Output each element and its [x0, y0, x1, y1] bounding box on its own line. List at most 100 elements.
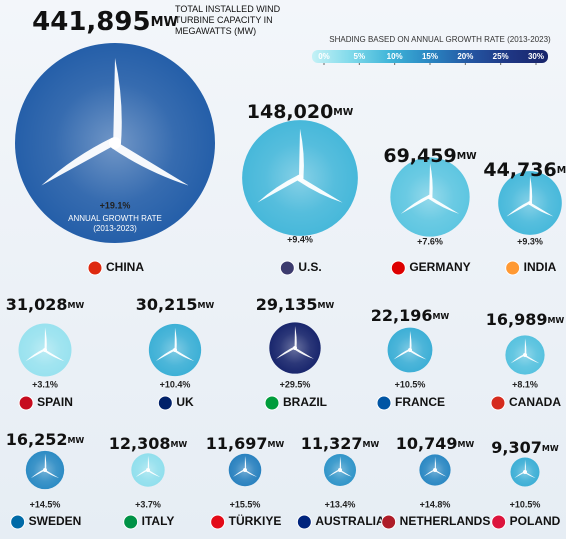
turbine-hub [173, 348, 177, 352]
turbine-hub [43, 468, 47, 472]
country-name: NETHERLANDS [400, 514, 491, 528]
turbine-hub [243, 468, 247, 472]
country-name: SPAIN [37, 395, 73, 409]
value-label: 10,749MW [396, 434, 475, 453]
country-name: AUSTRALIA [315, 514, 385, 528]
growth-label: +8.1% [512, 379, 538, 389]
flag [279, 260, 295, 276]
flag [87, 260, 103, 276]
turbine-blade [44, 327, 47, 350]
chart-title: TOTAL INSTALLED WIND TURBINE CAPACITY IN M… [175, 4, 281, 36]
value-unit: MW [67, 301, 84, 310]
turbine-blade [174, 327, 177, 350]
turbine-blade [409, 349, 427, 360]
value-unit: MW [557, 165, 566, 176]
turbine-blade [524, 338, 527, 355]
turbine-hub [433, 468, 437, 472]
value-unit: MW [547, 316, 564, 325]
colorbar [312, 50, 548, 63]
turbine-hub [408, 348, 412, 352]
value-label: 148,020MW [247, 101, 354, 123]
value-unit: MW [67, 436, 84, 445]
turbine-blade [428, 196, 460, 214]
value-unit: MW [542, 444, 559, 453]
value-number: 441,895 [32, 7, 150, 37]
turbine-blade [276, 346, 296, 359]
flag [390, 260, 406, 276]
value-unit: MW [267, 440, 284, 449]
turbine-hub [523, 470, 527, 474]
turbine-hub [296, 174, 304, 182]
turbine-blade [524, 354, 540, 364]
value-label: 11,697MW [206, 434, 285, 453]
turbine-blade [294, 326, 297, 348]
turbine-blade [524, 459, 526, 472]
turbine-blade [233, 469, 246, 477]
turbine-blade [514, 471, 526, 479]
turbine-blade [30, 469, 46, 479]
turbine-blade [113, 58, 122, 143]
country-name: TÜRKIYE [229, 513, 282, 528]
turbine-blade [155, 348, 176, 362]
flag [157, 395, 173, 411]
growth-label: +10.5% [510, 499, 541, 509]
value-unit: MW [362, 440, 379, 449]
turbine-hub [293, 346, 297, 350]
value-label: 22,196MW [371, 306, 450, 325]
country-name: INDIA [524, 260, 557, 274]
country-name: SWEDEN [29, 514, 82, 528]
turbine-blade [429, 163, 433, 197]
growth-label: +19.1% [100, 200, 131, 210]
value-label: 12,308MW [109, 434, 188, 453]
value-label: 31,028MW [6, 295, 85, 314]
turbine-blade [244, 469, 257, 477]
value-label: 30,215MW [136, 295, 215, 314]
flag [491, 514, 507, 530]
value-label: 44,736MW [483, 159, 566, 181]
value-label: 11,327MW [301, 434, 380, 453]
turbine-blade [529, 202, 554, 217]
turbine-blade [112, 141, 189, 186]
turbine-hub [523, 353, 527, 357]
value-unit: MW [432, 312, 449, 321]
growth-label: +14.8% [420, 499, 451, 509]
turbine-blade [510, 353, 526, 364]
value-number: 29,135 [256, 295, 318, 314]
value-number: 148,020 [247, 101, 334, 123]
growth-label: +15.5% [230, 499, 261, 509]
turbine-blade [41, 137, 116, 186]
turbine-blade [434, 456, 437, 470]
colorbar-tick-label: 20% [457, 52, 473, 61]
value-unit: MW [170, 440, 187, 449]
turbine-blade [409, 330, 412, 350]
turbine-blade [147, 455, 150, 470]
turbine-hub [427, 194, 433, 200]
value-number: 11,327 [301, 434, 363, 453]
growth-label: +3.1% [32, 379, 58, 389]
turbine-blade [339, 469, 352, 477]
flag [123, 514, 139, 530]
value-unit: MW [457, 440, 474, 449]
value-unit: MW [457, 151, 477, 162]
turbine-blade [25, 348, 46, 362]
colorbar-tick-label: 5% [354, 52, 366, 61]
value-number: 22,196 [371, 306, 433, 325]
growth-label: +10.5% [395, 379, 426, 389]
value-number: 9,307 [491, 438, 542, 457]
turbine-blade [44, 453, 47, 470]
growth-label: +14.5% [30, 499, 61, 509]
flag [296, 514, 312, 530]
value-label: 29,135MW [256, 295, 335, 314]
turbine-blade [298, 128, 304, 178]
flag [18, 395, 34, 411]
value-label: 9,307MW [491, 438, 559, 457]
growth-label: +7.6% [417, 236, 443, 246]
flag [490, 395, 506, 411]
turbine-blade [257, 174, 301, 203]
value-unit: MW [333, 107, 353, 118]
value-number: 30,215 [136, 295, 198, 314]
flag [210, 514, 226, 530]
turbine-blade [147, 469, 161, 478]
turbine-blade [44, 469, 60, 479]
